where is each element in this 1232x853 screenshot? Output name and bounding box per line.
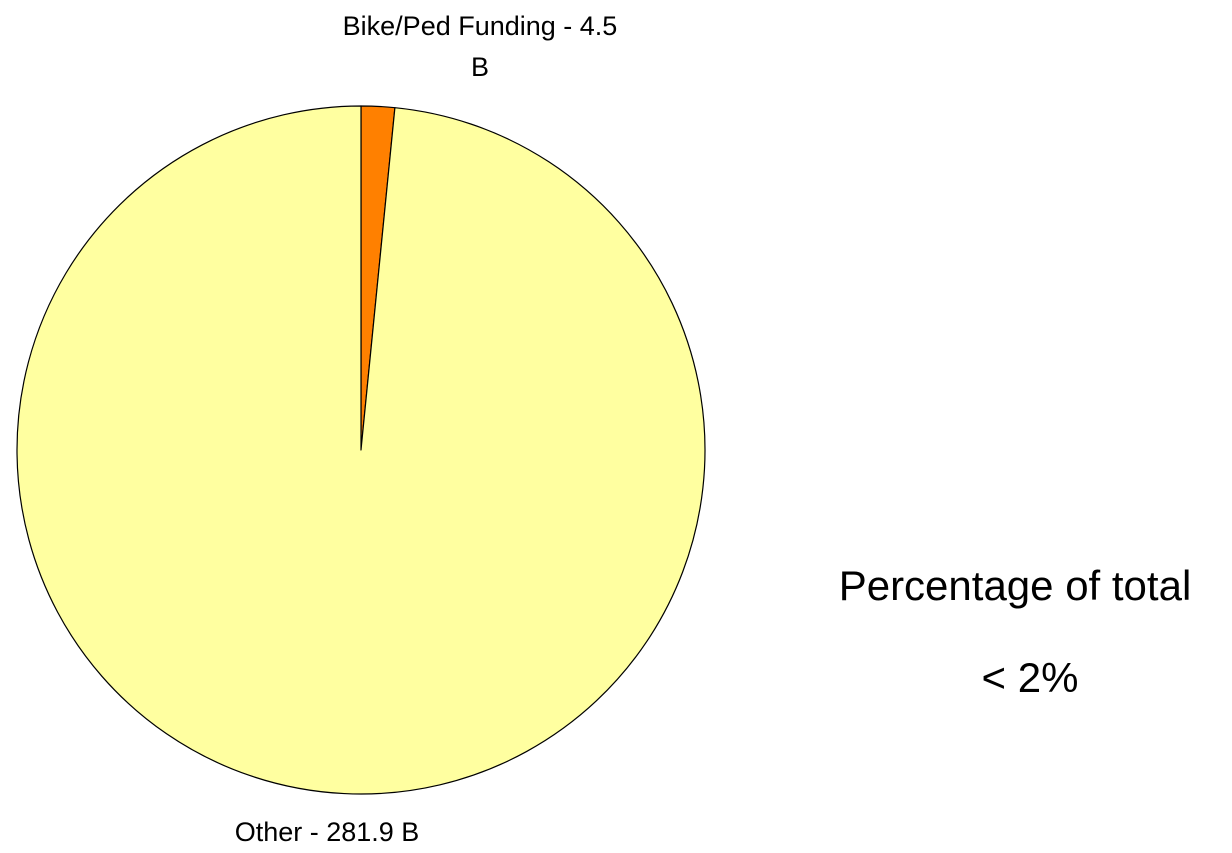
slice-label: Bike/Ped Funding - 4.5 B: [342, 11, 618, 82]
annotation: < 2%: [981, 654, 1079, 701]
slice-label: Other - 281.9 B: [234, 817, 420, 847]
pie-slice: [16, 105, 706, 795]
annotation: Percentage of total: [838, 562, 1192, 609]
